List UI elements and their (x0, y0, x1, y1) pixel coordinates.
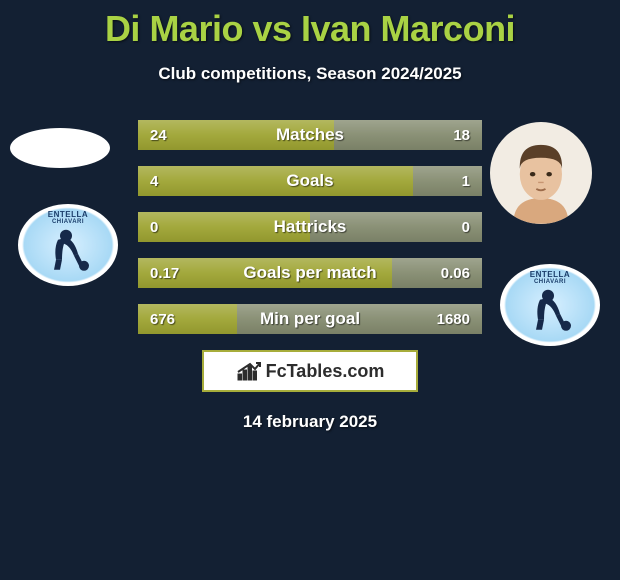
stat-label: Min per goal (138, 304, 482, 334)
club-badge-icon: ENTELLA CHIAVARI (500, 264, 600, 346)
club-silhouette-icon (526, 286, 574, 334)
face-icon (490, 122, 592, 224)
club-left-badge: ENTELLA CHIAVARI (18, 204, 118, 286)
club-name: ENTELLA (48, 210, 88, 219)
comparison-content: ENTELLA CHIAVARI (0, 120, 620, 432)
date-text: 14 february 2025 (0, 412, 620, 432)
club-place: CHIAVARI (534, 279, 566, 285)
stat-row: 6761680Min per goal (138, 304, 482, 334)
page-subtitle: Club competitions, Season 2024/2025 (0, 64, 620, 84)
stat-row: 41Goals (138, 166, 482, 196)
club-badge-icon: ENTELLA CHIAVARI (18, 204, 118, 286)
page-title: Di Mario vs Ivan Marconi (0, 0, 620, 50)
club-silhouette-icon (44, 226, 92, 274)
stat-row: 2418Matches (138, 120, 482, 150)
player-left-avatar (10, 128, 110, 168)
stat-row: 0.170.06Goals per match (138, 258, 482, 288)
club-right-badge: ENTELLA CHIAVARI (500, 264, 600, 346)
club-name: ENTELLA (530, 270, 570, 279)
brand-text: FcTables.com (266, 361, 385, 382)
stat-bars: 2418Matches 41Goals 00Hattricks 0.170.06Goa… (138, 120, 482, 334)
stat-label: Matches (138, 120, 482, 150)
stat-row: 00Hattricks (138, 212, 482, 242)
stat-label: Goals per match (138, 258, 482, 288)
player-right-avatar (490, 122, 592, 224)
stat-label: Goals (138, 166, 482, 196)
stat-label: Hattricks (138, 212, 482, 242)
brand-chart-icon (236, 360, 262, 382)
page-root: Di Mario vs Ivan Marconi Club competitio… (0, 0, 620, 580)
brand-box: FcTables.com (202, 350, 418, 392)
club-place: CHIAVARI (52, 219, 84, 225)
